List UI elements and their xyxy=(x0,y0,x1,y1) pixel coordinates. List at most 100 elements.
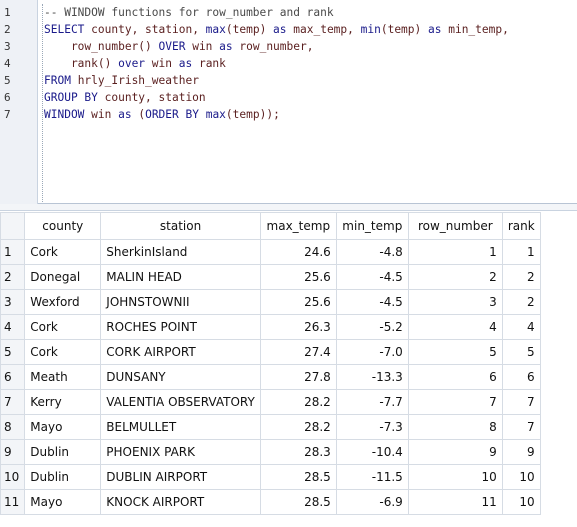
row-number-cell[interactable]: 4 xyxy=(0,314,26,340)
cell-rank[interactable]: 10 xyxy=(501,489,541,515)
table-row[interactable]: 10 Dublin DUBLIN AIRPORT 28.5 -11.5 10 10 xyxy=(0,464,541,490)
cell-row-number[interactable]: 3 xyxy=(407,289,503,315)
code-line[interactable]: FROM hrly_Irish_weather xyxy=(44,72,199,89)
cell-row-number[interactable]: 10 xyxy=(407,464,503,490)
cell-rank[interactable]: 4 xyxy=(501,314,541,340)
cell-row-number[interactable]: 5 xyxy=(407,339,503,365)
code-line[interactable]: WINDOW win as (ORDER BY max(temp)); xyxy=(44,106,280,123)
cell-rank[interactable]: 10 xyxy=(501,464,541,490)
cell-min-temp[interactable]: -6.9 xyxy=(335,489,409,515)
code-line[interactable]: -- WINDOW functions for row_number and r… xyxy=(44,4,334,21)
cell-min-temp[interactable]: -7.0 xyxy=(335,339,409,365)
column-header-min-temp[interactable]: min_temp xyxy=(335,212,409,240)
cell-station[interactable]: CORK AIRPORT xyxy=(100,339,261,365)
cell-county[interactable]: Mayo xyxy=(24,489,102,515)
cell-county[interactable]: Donegal xyxy=(24,264,102,290)
row-number-cell[interactable]: 2 xyxy=(0,264,26,290)
table-row[interactable]: 9 Dublin PHOENIX PARK 28.3 -10.4 9 9 xyxy=(0,439,541,465)
cell-rank[interactable]: 9 xyxy=(501,439,541,465)
cell-min-temp[interactable]: -10.4 xyxy=(335,439,409,465)
cell-row-number[interactable]: 11 xyxy=(407,489,503,515)
cell-max-temp[interactable]: 27.4 xyxy=(259,339,337,365)
sql-editor[interactable]: 1 2 3 4 5 6 7 -- WINDOW functions for row_numb… xyxy=(0,0,577,204)
row-number-cell[interactable]: 1 xyxy=(0,239,26,265)
code-line[interactable]: rank() over win as rank xyxy=(44,55,226,72)
row-number-cell[interactable]: 10 xyxy=(0,464,26,490)
cell-min-temp[interactable]: -4.5 xyxy=(335,289,409,315)
cell-county[interactable]: Mayo xyxy=(24,414,102,440)
table-row[interactable]: 5 Cork CORK AIRPORT 27.4 -7.0 5 5 xyxy=(0,339,541,365)
cell-station[interactable]: BELMULLET xyxy=(100,414,261,440)
cell-rank[interactable]: 5 xyxy=(501,339,541,365)
cell-county[interactable]: Wexford xyxy=(24,289,102,315)
cell-min-temp[interactable]: -5.2 xyxy=(335,314,409,340)
cell-county[interactable]: Cork xyxy=(24,314,102,340)
cell-min-temp[interactable]: -11.5 xyxy=(335,464,409,490)
cell-row-number[interactable]: 8 xyxy=(407,414,503,440)
splitter[interactable] xyxy=(0,204,577,211)
row-number-cell[interactable]: 3 xyxy=(0,289,26,315)
column-header-row-number[interactable]: row_number xyxy=(407,212,503,240)
column-header-station[interactable]: station xyxy=(100,212,261,240)
code-line[interactable]: row_number() OVER win as row_number, xyxy=(44,38,314,55)
cell-min-temp[interactable]: -7.3 xyxy=(335,414,409,440)
cell-station[interactable]: DUBLIN AIRPORT xyxy=(100,464,261,490)
cell-row-number[interactable]: 4 xyxy=(407,314,503,340)
table-row[interactable]: 11 Mayo KNOCK AIRPORT 28.5 -6.9 11 10 xyxy=(0,489,541,515)
cell-max-temp[interactable]: 28.3 xyxy=(259,439,337,465)
cell-max-temp[interactable]: 27.8 xyxy=(259,364,337,390)
cell-station[interactable]: SherkinIsland xyxy=(100,239,261,265)
cell-min-temp[interactable]: -7.7 xyxy=(335,389,409,415)
table-row[interactable]: 1 Cork SherkinIsland 24.6 -4.8 1 1 xyxy=(0,239,541,265)
row-number-cell[interactable]: 9 xyxy=(0,439,26,465)
cell-min-temp[interactable]: -13.3 xyxy=(335,364,409,390)
cell-station[interactable]: MALIN HEAD xyxy=(100,264,261,290)
cell-min-temp[interactable]: -4.8 xyxy=(335,239,409,265)
row-number-cell[interactable]: 11 xyxy=(0,489,26,515)
column-header-rank[interactable]: rank xyxy=(501,212,541,240)
table-row[interactable]: 2 Donegal MALIN HEAD 25.6 -4.5 2 2 xyxy=(0,264,541,290)
cell-station[interactable]: VALENTIA OBSERVATORY xyxy=(100,389,261,415)
cell-rank[interactable]: 2 xyxy=(501,289,541,315)
column-header-county[interactable]: county xyxy=(24,212,102,240)
cell-station[interactable]: PHOENIX PARK xyxy=(100,439,261,465)
cell-max-temp[interactable]: 25.6 xyxy=(259,264,337,290)
cell-row-number[interactable]: 1 xyxy=(407,239,503,265)
cell-max-temp[interactable]: 28.5 xyxy=(259,464,337,490)
cell-row-number[interactable]: 2 xyxy=(407,264,503,290)
cell-county[interactable]: Cork xyxy=(24,239,102,265)
code-line[interactable]: GROUP BY county, station xyxy=(44,89,206,106)
cell-county[interactable]: Cork xyxy=(24,339,102,365)
cell-rank[interactable]: 1 xyxy=(501,239,541,265)
cell-max-temp[interactable]: 28.5 xyxy=(259,489,337,515)
cell-county[interactable]: Dublin xyxy=(24,464,102,490)
cell-county[interactable]: Meath xyxy=(24,364,102,390)
cell-max-temp[interactable]: 28.2 xyxy=(259,389,337,415)
cell-county[interactable]: Dublin xyxy=(24,439,102,465)
cell-min-temp[interactable]: -4.5 xyxy=(335,264,409,290)
cell-rank[interactable]: 7 xyxy=(501,389,541,415)
cell-rank[interactable]: 2 xyxy=(501,264,541,290)
cell-rank[interactable]: 6 xyxy=(501,364,541,390)
cell-county[interactable]: Kerry xyxy=(24,389,102,415)
table-row[interactable]: 3 Wexford JOHNSTOWNII 25.6 -4.5 3 2 xyxy=(0,289,541,315)
cell-rank[interactable]: 7 xyxy=(501,414,541,440)
cell-station[interactable]: JOHNSTOWNII xyxy=(100,289,261,315)
cell-row-number[interactable]: 6 xyxy=(407,364,503,390)
row-number-cell[interactable]: 5 xyxy=(0,339,26,365)
cell-max-temp[interactable]: 24.6 xyxy=(259,239,337,265)
results-grid[interactable]: county station max_temp min_temp row_num… xyxy=(0,212,541,515)
table-row[interactable]: 6 Meath DUNSANY 27.8 -13.3 6 6 xyxy=(0,364,541,390)
cell-max-temp[interactable]: 28.2 xyxy=(259,414,337,440)
cell-max-temp[interactable]: 25.6 xyxy=(259,289,337,315)
row-number-cell[interactable]: 6 xyxy=(0,364,26,390)
code-line[interactable]: SELECT county, station, max(temp) as max… xyxy=(44,21,509,38)
column-header-max-temp[interactable]: max_temp xyxy=(259,212,337,240)
cell-max-temp[interactable]: 26.3 xyxy=(259,314,337,340)
table-row[interactable]: 7 Kerry VALENTIA OBSERVATORY 28.2 -7.7 7 7 xyxy=(0,389,541,415)
cell-station[interactable]: ROCHES POINT xyxy=(100,314,261,340)
cell-station[interactable]: KNOCK AIRPORT xyxy=(100,489,261,515)
table-row[interactable]: 8 Mayo BELMULLET 28.2 -7.3 8 7 xyxy=(0,414,541,440)
table-row[interactable]: 4 Cork ROCHES POINT 26.3 -5.2 4 4 xyxy=(0,314,541,340)
cell-station[interactable]: DUNSANY xyxy=(100,364,261,390)
